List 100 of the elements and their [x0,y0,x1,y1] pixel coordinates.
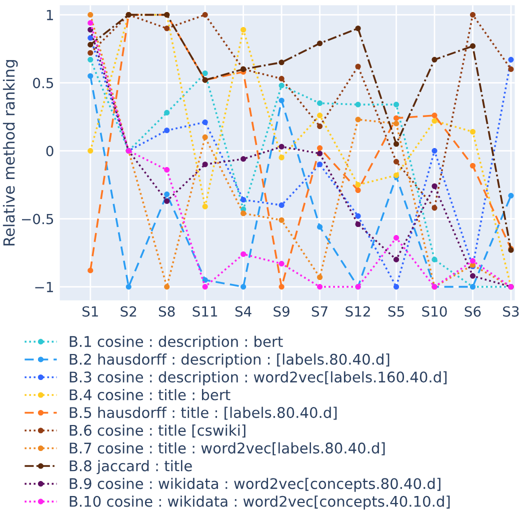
y-tick-label: 1 [46,10,53,20]
point [317,150,323,156]
point [164,26,170,32]
legend-label: B.10 cosine : wikidata : word2vec[concepts.40.10.d] [70,496,450,510]
point [355,213,361,219]
legend-label: B.8 jaccard : title [70,460,192,474]
point [240,284,246,290]
point [88,35,94,41]
x-tick-label: S1 [82,306,98,317]
point [164,192,170,198]
point [393,141,400,147]
x-tick-label: S3 [503,306,519,317]
x-tick-label: S5 [388,306,404,317]
point [240,196,246,203]
point [202,204,208,210]
y-tick-label: −0.5 [22,214,54,224]
legend-label: B.6 cosine : title [cswiki] [70,424,246,438]
x-tick-label: S2 [120,306,136,317]
point [355,221,361,228]
point [470,258,476,264]
legend-label: B.1 cosine : description : bert [70,336,283,350]
point [88,56,94,62]
point [355,182,361,188]
legend-label: B.9 cosine : wikidata : word2vec[concepts.80.40.d] [70,478,440,492]
point [317,40,323,46]
point [164,110,170,116]
point [126,284,132,290]
point [393,120,400,126]
point [278,217,284,223]
point [355,116,361,122]
legend-label: B.7 cosine : title : word2vec[labels.80.40.d] [70,442,385,456]
point [202,134,208,140]
point [355,26,361,32]
point [278,202,284,208]
point [317,100,323,106]
point [432,112,438,118]
point [432,183,438,189]
x-tick-label: S6 [464,306,481,317]
legend-label: B.4 cosine : title : bert [70,389,230,400]
x-tick-label: S8 [158,306,175,317]
point [278,260,284,266]
legend-label: B.3 cosine : description : word2vec[labels.160.40.d] [70,371,447,386]
point [88,50,94,56]
point [278,144,284,150]
point [88,268,94,274]
point [88,148,94,154]
point [88,42,94,48]
point [88,20,94,26]
x-tick-label: S12 [346,306,370,317]
point [202,162,208,168]
x-tick-label: S4 [235,306,252,317]
legend-label: B.2 hausdorff : description : [labels.80.40.d] [70,353,390,368]
point [278,60,284,66]
point [393,115,400,121]
point [88,73,94,79]
point [355,187,361,194]
point [432,56,438,62]
point [202,284,208,290]
point [278,284,284,290]
y-tick-label: −1 [35,282,53,292]
x-tick-label: S10 [422,306,447,317]
point [202,119,208,126]
point [202,70,208,76]
point [432,148,438,154]
point [432,205,438,211]
x-tick-label: S9 [274,306,290,317]
x-tick-label: S7 [312,306,328,317]
point [164,167,170,173]
point [470,43,476,49]
point [393,235,400,241]
point [278,76,284,82]
point [88,26,94,33]
point [470,273,476,279]
y-tick-label: 0.5 [33,78,54,88]
point [164,198,170,204]
point [470,128,476,135]
point [317,145,323,151]
point [278,154,284,160]
point [317,112,323,118]
point [88,12,94,18]
point [317,284,323,290]
point [240,251,246,257]
point [164,284,170,290]
point [317,224,323,230]
legend-label: B.5 hausdorff : title : [labels.80.40.d] [70,406,337,420]
point [355,102,361,108]
point [317,124,323,130]
point [393,256,400,262]
y-axis-title: Relative method ranking [2,60,18,246]
point [508,56,514,62]
point [393,158,400,164]
point [470,12,476,18]
point [508,66,514,72]
point [393,102,400,108]
point [393,284,400,290]
point [164,128,170,134]
point [202,12,208,18]
point [240,210,246,216]
point [240,26,246,33]
point [508,192,514,198]
